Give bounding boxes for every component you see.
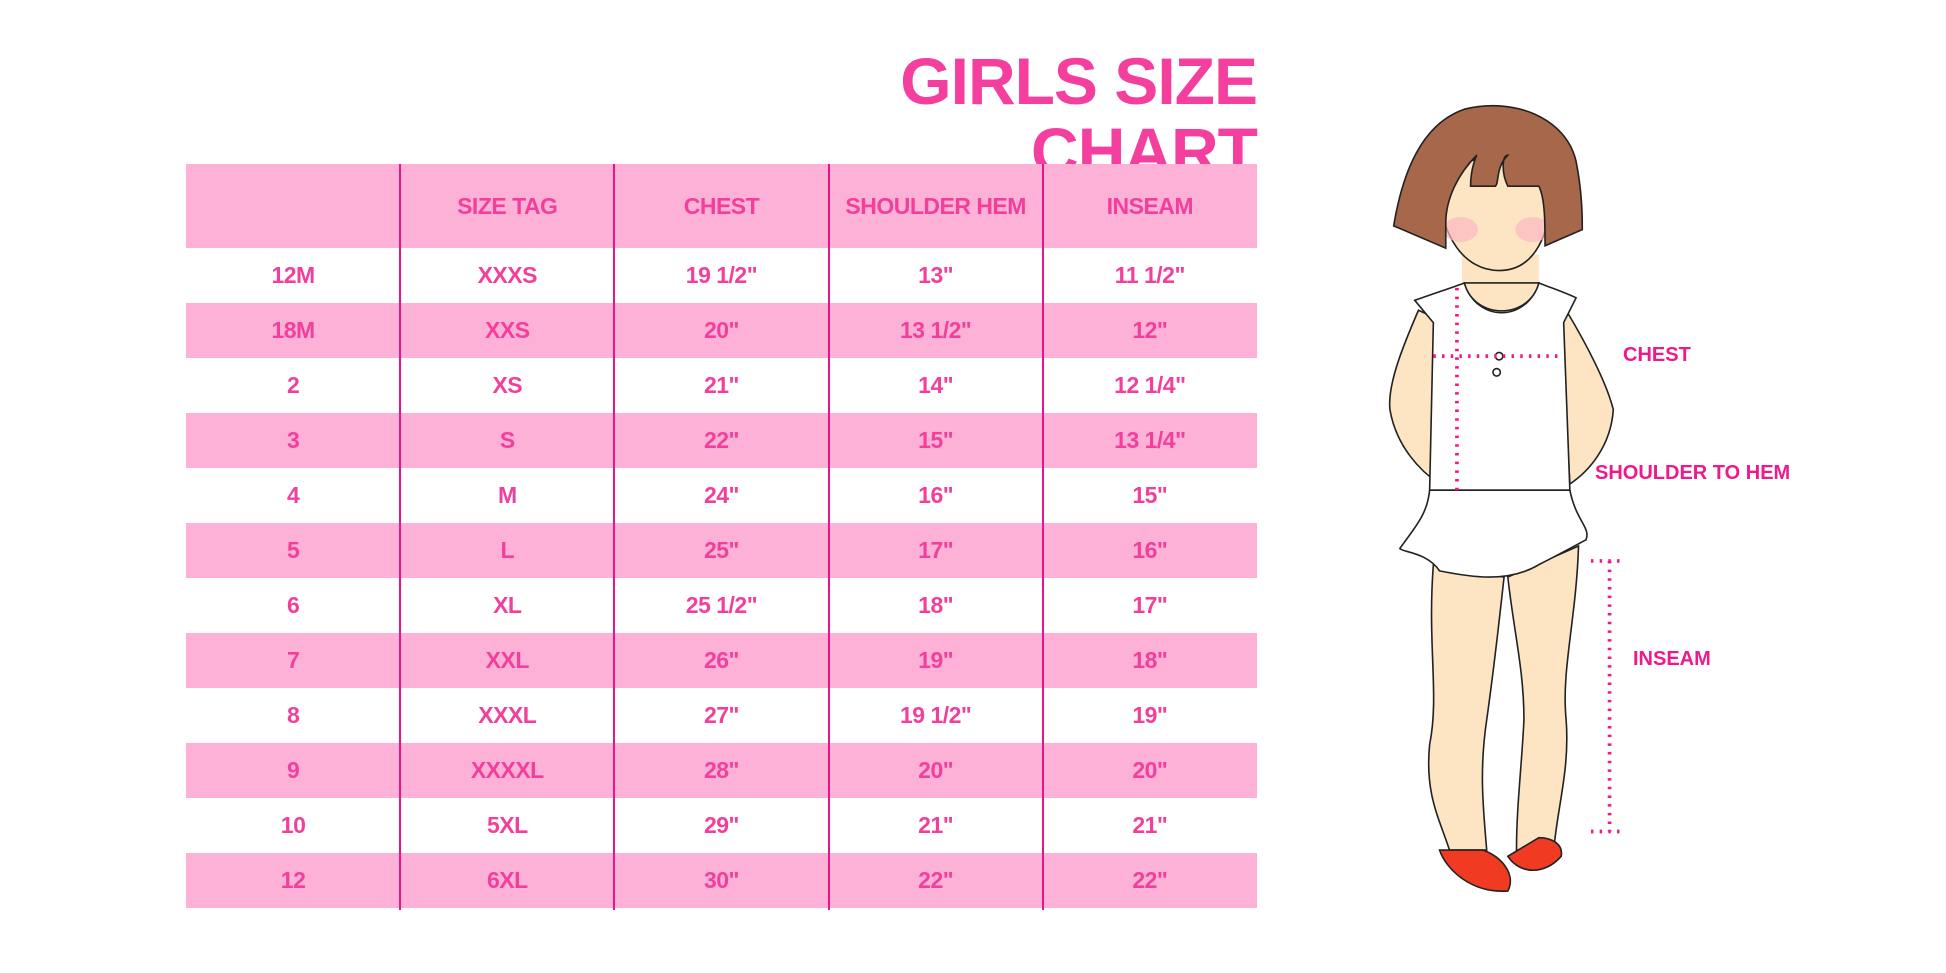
table-row: 12 6XL 30" 22" 22" (186, 853, 1257, 908)
table-row: 12M XXXS 19 1/2" 13" 11 1/2" (186, 248, 1257, 303)
table-cell: 19" (1132, 702, 1168, 728)
table-cell: 6XL (486, 867, 528, 893)
column-header: INSEAM (1106, 192, 1194, 219)
table-cell: S (499, 427, 515, 453)
table-cell: 2 (286, 372, 300, 398)
table-cell: 12" (1132, 317, 1168, 343)
table-cell: 25 1/2" (685, 592, 758, 618)
header-row: SIZE TAG CHEST SHOULDER HEM INSEAM (186, 164, 1257, 248)
table-cell: 22" (918, 867, 954, 893)
table-cell: 9 (286, 757, 300, 783)
table-cell: 11 1/2" (1114, 262, 1186, 288)
table-cell: 20" (1132, 757, 1168, 783)
table-cell: 28" (703, 757, 740, 783)
shoe-icon (1438, 849, 1512, 892)
table-cell: 25" (703, 537, 740, 563)
table-cell: 13 1/2" (899, 317, 972, 343)
table-cell: 27" (703, 702, 740, 728)
table-cell: XXL (485, 647, 530, 673)
table-cell: 15" (918, 427, 954, 453)
table-cell: 26" (703, 647, 740, 673)
table-cell: XL (493, 592, 522, 618)
table-row: 2 XS 21" 14" 12 1/4" (186, 358, 1257, 413)
table-cell: 29" (703, 812, 740, 838)
shoulder-to-hem-label: SHOULDER TO HEM (1595, 462, 1791, 484)
table-cell: 6 (286, 592, 300, 618)
table-cell: M (497, 482, 517, 508)
table-cell: 19" (918, 647, 954, 673)
table-cell: 22" (703, 427, 740, 453)
table-cell: 12M (271, 262, 315, 288)
inseam-label: INSEAM (1633, 648, 1711, 670)
table-cell: 16" (1132, 537, 1168, 563)
table-cell: 13 1/4" (1114, 427, 1186, 453)
column-header: SIZE TAG (457, 192, 558, 219)
table-cell: 12 (280, 867, 306, 893)
table-cell: 16" (918, 482, 954, 508)
table-row: 10 5XL 29" 21" 21" (186, 798, 1257, 853)
chest-label: CHEST (1623, 344, 1691, 366)
table-cell: XXS (485, 317, 530, 343)
table-cell: 4 (286, 482, 300, 508)
table-cell: 30" (703, 867, 740, 893)
table-cell: 21" (918, 812, 954, 838)
table-cell: 7 (286, 647, 300, 673)
table-cell: 3 (286, 427, 300, 453)
column-divider (1041, 164, 1044, 910)
table-cell: 21" (1132, 812, 1168, 838)
column-header: SHOULDER HEM (845, 192, 1026, 219)
table-cell: 20" (918, 757, 954, 783)
table-cell: 24" (703, 482, 740, 508)
table-cell: L (500, 537, 515, 563)
table-cell: 18M (271, 317, 315, 343)
column-divider (613, 164, 616, 910)
table-cell: XXXXL (470, 757, 544, 783)
table-row: 6 XL 25 1/2" 18" 17" (186, 578, 1257, 633)
table-cell: XXXL (478, 702, 537, 728)
table-cell: 19 1/2" (899, 702, 972, 728)
table-cell: 18" (1132, 647, 1168, 673)
table-cell: 17" (1132, 592, 1168, 618)
table-cell: XS (492, 372, 523, 398)
table-cell: 5XL (486, 812, 528, 838)
table-cell: 20" (703, 317, 740, 343)
table-cell: 13" (918, 262, 954, 288)
table-cell: 5 (286, 537, 300, 563)
column-header: CHEST (683, 192, 760, 219)
table-row: 8 XXXL 27" 19 1/2" 19" (186, 688, 1257, 743)
table-row: 7 XXL 26" 19" 18" (186, 633, 1257, 688)
column-divider (827, 164, 830, 910)
table-cell: 8 (286, 702, 300, 728)
table-row: 4 M 24" 16" 15" (186, 468, 1257, 523)
table-row: 9 XXXXL 28" 20" 20" (186, 743, 1257, 798)
table-cell: 19 1/2" (685, 262, 758, 288)
table-cell: 21" (703, 372, 740, 398)
table-cell: 18" (918, 592, 954, 618)
table-row: 18M XXS 20" 13 1/2" 12" (186, 303, 1257, 358)
table-cell: 14" (918, 372, 954, 398)
table-cell: 17" (918, 537, 954, 563)
table-cell: 10 (280, 812, 306, 838)
column-divider (399, 164, 402, 910)
page-title: GIRLS SIZE CHART (900, 44, 1258, 188)
size-table: SIZE TAG CHEST SHOULDER HEM INSEAM 12M XXXS 19… (186, 164, 1257, 910)
table-cell: 22" (1132, 867, 1168, 893)
table-cell: XXXS (477, 262, 538, 288)
table-cell: 15" (1132, 482, 1168, 508)
table-row: 3 S 22" 15" 13 1/4" (186, 413, 1257, 468)
table-cell: 12 1/4" (1114, 372, 1186, 398)
table-row: 5 L 25" 17" 16" (186, 523, 1257, 578)
